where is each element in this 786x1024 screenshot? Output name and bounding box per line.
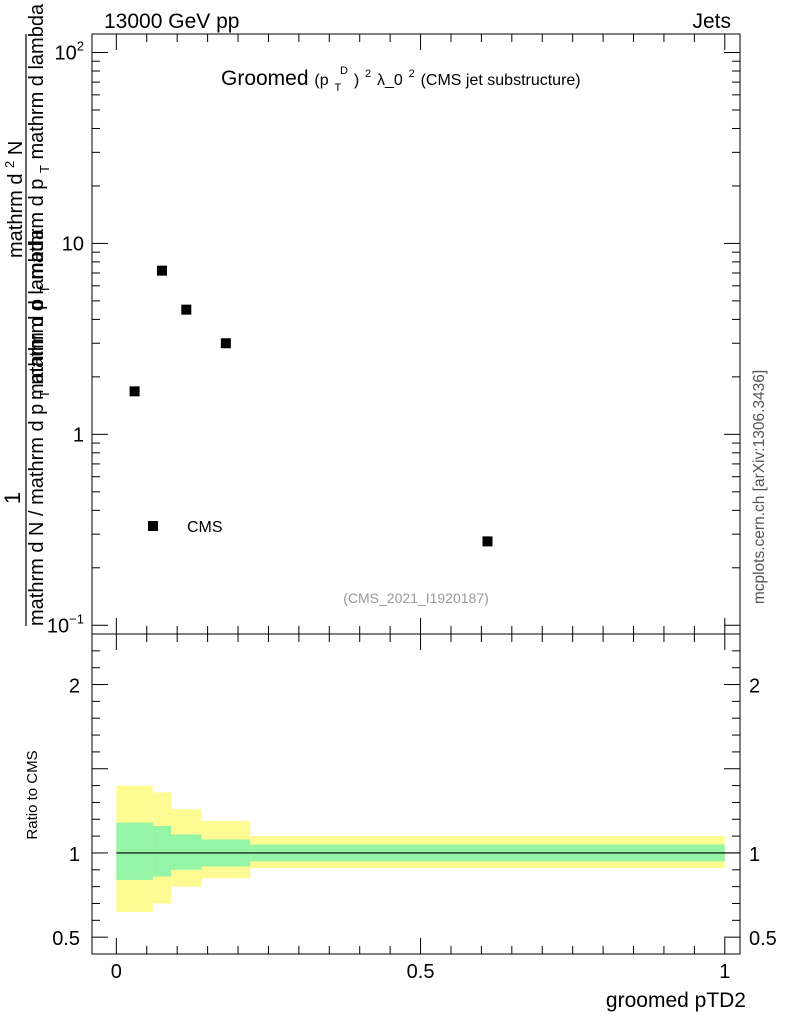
header-left: 13000 GeV pp <box>104 10 239 33</box>
ylabel-upper-num: mathrm d 2 N <box>0 141 27 258</box>
title-formula-suffix: (CMS jet substructure) <box>421 72 581 89</box>
ratio-y-label: Ratio to CMS <box>24 750 41 839</box>
main-y-tick-base: 10 <box>55 43 77 65</box>
main-y-tick-label: 102 <box>55 39 84 65</box>
ylabel-den-c: mathrm d lambda <box>26 3 48 159</box>
x-axis-label: groomed pTD2 <box>606 989 746 1012</box>
ratio-band-inner <box>116 822 153 880</box>
main-y-tick-label: 10 <box>62 233 84 255</box>
main-y-label: 1 mathrm d N / mathrm d p T mathrm d lam… <box>0 3 54 626</box>
ylabel-num-a: mathrm d <box>5 174 27 258</box>
ratio-y-tick-label-left: 0.5 <box>52 928 80 950</box>
ylabel-den-a: mathrm d p <box>26 299 48 400</box>
watermark: (CMS_2021_I1920187) <box>343 590 489 606</box>
title-formula-T: T <box>334 82 341 94</box>
title-formula-lambda: λ_0 <box>377 72 403 89</box>
title-formula-D: D <box>340 65 348 77</box>
ylabel-den-b: mathrm d p <box>26 179 48 280</box>
ylabel-num-sup: 2 <box>2 161 17 168</box>
ratio-y-tick-label-right: 1 <box>749 844 760 866</box>
x-tick-label: 0 <box>111 961 122 983</box>
main-frame <box>91 33 741 635</box>
ratio-frame <box>91 633 741 955</box>
data-point <box>129 386 140 397</box>
ratio-y-tick-label-right: 2 <box>749 676 760 698</box>
main-y-tick-exp: −1 <box>69 611 84 626</box>
title-formula-close: ) <box>354 72 359 89</box>
side-label: mcplots.cern.ch [arXiv:1306.3436] <box>751 370 768 604</box>
ratio-band-inner <box>171 834 202 870</box>
ylabel-den-sub1: T <box>37 285 52 293</box>
main-y-tick-exp: 2 <box>77 39 84 54</box>
main-points <box>129 265 493 547</box>
ylabel-low-sub: T <box>37 390 52 398</box>
title-formula-sq2: 2 <box>409 68 415 80</box>
ratio-ticks: 2 2 1 1 0.5 0.5 0 0.5 1 <box>52 633 777 983</box>
ratio-band-inner <box>152 826 172 877</box>
main-y-tick-base: 10 <box>47 615 69 637</box>
main-y-tick-base: 1 <box>73 424 84 446</box>
title-main: Groomed <box>221 67 309 90</box>
ratio-y-tick-label-left: 2 <box>69 676 80 698</box>
x-tick-label: 0.5 <box>407 961 435 983</box>
ylabel-top: 1 <box>0 492 25 504</box>
data-point <box>220 338 231 349</box>
ylabel-low-c: mathrm d lambda <box>26 228 48 384</box>
ratio-y-tick-label-right: 0.5 <box>749 928 777 950</box>
ratio-panel: 2 2 1 1 0.5 0.5 0 0.5 1 Ratio to CMS groomed pTD… <box>24 633 777 1012</box>
data-point <box>156 265 167 276</box>
ratio-y-tick-label-left: 1 <box>69 844 80 866</box>
ylabel-lower: mathrm d N / mathrm d p T mathrm d lambd… <box>26 228 54 626</box>
legend-marker <box>148 521 158 531</box>
legend-label: CMS <box>187 519 223 536</box>
ylabel-upper-den: mathrm d p T mathrm d p T mathrm d lambd… <box>26 3 54 400</box>
chart-title: Groomed (p T D ) 2 λ_0 2 (CMS jet substr… <box>221 56 581 96</box>
data-point <box>482 536 493 547</box>
ylabel-low-a: mathrm d N / mathrm d p <box>26 404 48 626</box>
main-y-tick-base: 10 <box>62 233 84 255</box>
x-tick-label: 1 <box>719 961 730 983</box>
title-formula-sq: 2 <box>365 68 371 80</box>
main-y-tick-label: 1 <box>73 424 84 446</box>
header-right: Jets <box>692 10 731 33</box>
ratio-bands <box>116 785 740 912</box>
data-point <box>181 304 192 315</box>
ylabel-den-sub2: T <box>37 165 52 173</box>
main-y-tick-label: 10−1 <box>47 611 84 637</box>
title-formula-p: (p <box>314 72 328 89</box>
ylabel-num-b: N <box>5 141 27 155</box>
